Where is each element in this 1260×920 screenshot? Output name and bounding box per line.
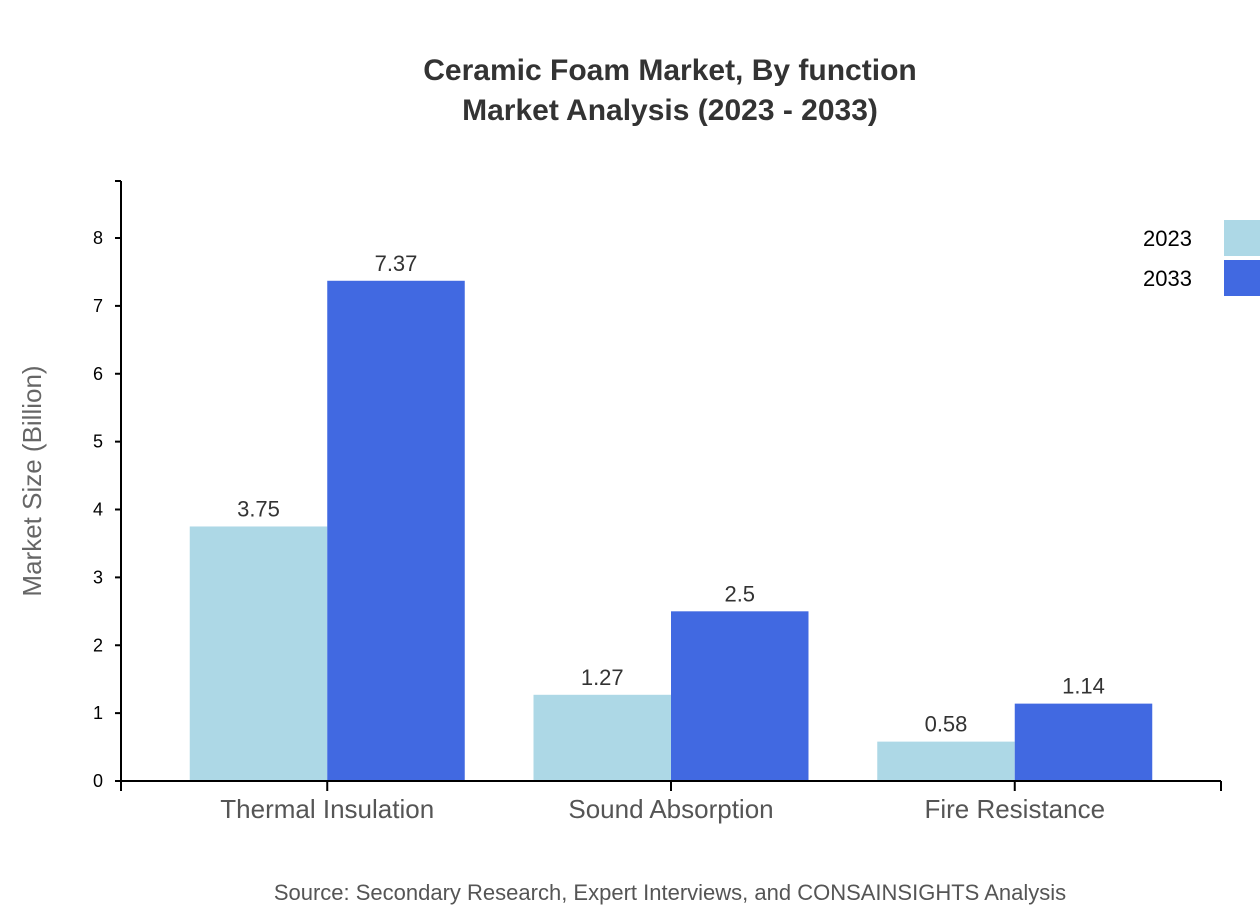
data-label: 1.27	[581, 665, 624, 690]
y-tick-label: 0	[93, 771, 103, 791]
legend-swatch-2023	[1224, 220, 1260, 256]
source-note: Source: Secondary Research, Expert Inter…	[274, 880, 1066, 905]
bar-2033	[327, 280, 465, 781]
y-tick-label: 7	[93, 296, 103, 316]
legend-label: 2023	[1143, 226, 1192, 251]
x-tick-label: Thermal Insulation	[220, 794, 434, 824]
y-tick-label: 6	[93, 364, 103, 384]
y-tick-label: 3	[93, 567, 103, 587]
y-tick-label: 5	[93, 432, 103, 452]
bar-2023	[533, 694, 671, 781]
chart-title: Ceramic Foam Market, By function	[423, 54, 916, 87]
y-tick-label: 4	[93, 500, 103, 520]
y-axis: 0 1 2 3 4 5 6 7 8	[93, 180, 122, 791]
bar-2033	[1014, 703, 1153, 781]
x-tick-label: Fire Resistance	[924, 794, 1105, 824]
y-axis-label: Market Size (Billion)	[17, 365, 47, 596]
chart-subtitle: Market Analysis (2023 - 2033)	[462, 94, 878, 127]
y-tick-label: 8	[93, 228, 103, 248]
data-label: 3.75	[237, 496, 280, 521]
data-label: 2.5	[724, 581, 755, 606]
legend: 2023 2033	[1143, 220, 1260, 296]
bar-2023	[189, 526, 328, 781]
data-label: 0.58	[925, 712, 968, 737]
y-tick-label: 1	[93, 703, 103, 723]
bar-2033	[671, 611, 809, 781]
legend-swatch-2033	[1224, 260, 1260, 296]
x-tick-label: Sound Absorption	[568, 794, 773, 824]
x-axis: Thermal Insulation Sound Absorption Fire R…	[120, 780, 1222, 824]
bar-2023	[877, 741, 1015, 781]
legend-label: 2033	[1143, 266, 1192, 291]
bars: 3.75 7.37 1.27 2.5 0.58 1.14	[189, 251, 1153, 781]
data-label: 7.37	[375, 251, 418, 276]
data-label: 1.14	[1062, 674, 1105, 699]
y-tick-label: 2	[93, 635, 103, 655]
